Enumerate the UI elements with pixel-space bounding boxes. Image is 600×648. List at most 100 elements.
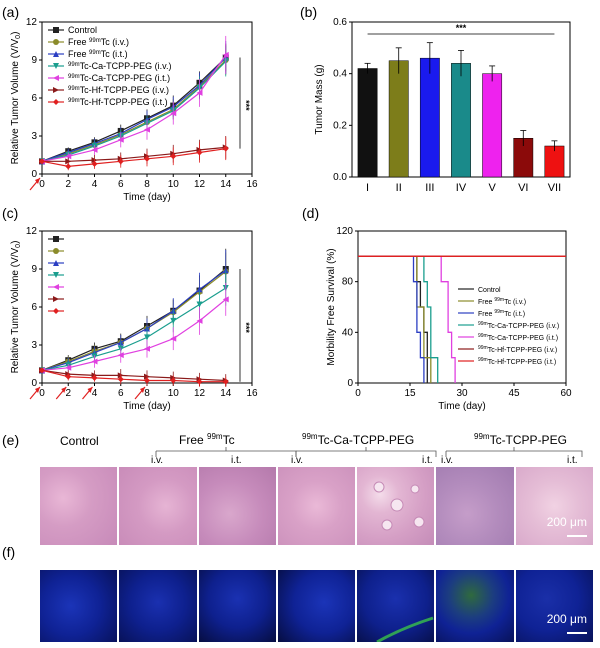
x-tick-label: 12 — [194, 388, 206, 399]
panel-label-c: (c) — [2, 205, 19, 221]
scale-bar-e — [566, 535, 587, 537]
legend-entry-label-sup: 99m — [68, 62, 80, 68]
data-point — [170, 110, 177, 117]
fluorescence-image — [436, 570, 514, 642]
legend-entry-label-main: Free — [68, 37, 89, 47]
legend-entry-label: Control — [478, 287, 501, 294]
y-tick-label: 0.4 — [333, 69, 347, 80]
series-line — [42, 146, 226, 162]
data-point — [117, 352, 124, 359]
x-tick-label: 2 — [65, 388, 71, 399]
legend-entry-label-sup: 99m — [89, 38, 101, 44]
x-tick-label: 6 — [118, 388, 124, 399]
header-tcpp-peg: 99mTc-TCPP-PEG — [474, 432, 567, 447]
legend-entry-label-sup: 99m — [478, 357, 488, 363]
data-point — [65, 364, 72, 371]
y-tick-label: 3 — [31, 340, 37, 351]
legend-entry-label-main: Free — [68, 49, 89, 59]
data-point — [39, 367, 45, 374]
x-tick-label: II — [396, 182, 402, 194]
y-axis-label-end: ) — [10, 32, 21, 35]
data-point — [222, 296, 229, 303]
data-point — [222, 145, 229, 152]
bar — [419, 57, 440, 178]
header-tcpp-sup: 99m — [474, 432, 490, 441]
x-tick-label: 6 — [118, 179, 124, 190]
bar — [357, 68, 378, 178]
x-tick-label: VII — [548, 182, 561, 194]
panel-label-d: (d) — [302, 205, 320, 221]
legend-entry-label-tail: Tc-Hf-TCPP-PEG (i.t.) — [80, 97, 168, 107]
route-tcpp-it: i.t. — [567, 455, 578, 466]
histology-image — [119, 467, 197, 545]
y-tick-label: 0.6 — [333, 17, 347, 28]
series-line — [41, 59, 227, 162]
data-point — [65, 158, 72, 165]
x-axis-label: Time (day) — [123, 401, 170, 412]
fluorescence-image — [357, 570, 435, 642]
significance-marker: *** — [456, 23, 467, 33]
group-brackets — [155, 447, 583, 457]
series-line — [358, 255, 439, 383]
route-ca-iv: i.v. — [291, 455, 304, 466]
legend-entry-label: Free 99mTc (i.t.) — [68, 49, 128, 59]
legend-entry-label-main: Control — [68, 25, 97, 35]
injection-arrowhead — [35, 178, 40, 184]
data-point — [170, 153, 177, 160]
header-free-tc: Free 99mTc — [179, 432, 235, 447]
y-tick-label: 120 — [336, 226, 353, 237]
legend-entry-marker — [53, 236, 59, 242]
legend-entry-label-tail: Tc (i.t.) — [101, 49, 128, 59]
y-tick-label: 6 — [31, 93, 37, 104]
legend-entry-marker — [53, 248, 59, 254]
x-tick-label: III — [425, 182, 434, 194]
legend-entry-label-main: Control — [478, 287, 501, 294]
y-axis-label: Relative Tumor Volume (V/V0) — [10, 241, 22, 374]
data-point — [170, 317, 177, 324]
legend-entry-marker — [53, 51, 59, 57]
legend-entry-marker — [53, 87, 59, 93]
legend-entry-label-sup: 99m — [494, 309, 504, 315]
panel-label-f: (f) — [2, 544, 16, 560]
histology-image — [40, 467, 118, 545]
significance-marker: *** — [241, 322, 251, 333]
legend-entry-label: 99mTc-Hf-TCPP-PEG (i.t.) — [68, 97, 168, 107]
bar — [451, 63, 471, 178]
legend-entry-label-sup: 99m — [68, 98, 80, 104]
route-free-it: i.t. — [231, 455, 242, 466]
header-control: Control — [60, 434, 99, 448]
bar — [482, 73, 503, 178]
y-axis-label: Tumor Mass (g) — [314, 64, 325, 134]
legend-entry-label-sup: 99m — [478, 333, 488, 339]
injection-arrowhead — [87, 387, 93, 393]
bar — [388, 60, 409, 178]
y-axis-label: Morbility Free Survival (%) — [326, 248, 337, 365]
y-tick-label: 6 — [31, 302, 37, 313]
series-line — [41, 148, 226, 168]
legend-entry-label: Control — [68, 25, 97, 35]
legend-entry-label: 99mTc-Ca-TCPP-PEG (i.t.) — [478, 333, 558, 342]
injection-arrowhead — [61, 387, 67, 393]
x-tick-label: 15 — [404, 388, 416, 399]
header-ca-tail: Tc-Ca-TCPP-PEG — [317, 433, 415, 447]
data-point — [91, 146, 98, 153]
series-line — [41, 57, 227, 162]
green-signal — [376, 616, 434, 642]
x-tick-label: 45 — [508, 388, 520, 399]
series-line — [41, 369, 226, 382]
legend-entry-label: Free 99mTc (i.v.) — [68, 37, 129, 47]
data-point — [65, 153, 72, 160]
scale-bar-f — [566, 632, 587, 634]
series-line — [41, 268, 227, 371]
data-point — [144, 377, 150, 384]
legend-entry-label: 99mTc-Hf-TCPP-PEG (i.v.) — [478, 345, 557, 354]
series-line — [41, 287, 227, 371]
data-point — [222, 378, 229, 385]
histology-image — [357, 467, 435, 545]
fluorescence-image — [40, 570, 118, 642]
data-point — [117, 136, 124, 143]
data-point — [196, 378, 203, 385]
legend-entry-label-tail: Tc (i.v.) — [101, 37, 129, 47]
legend-entry-label-sup: 99m — [89, 50, 101, 56]
